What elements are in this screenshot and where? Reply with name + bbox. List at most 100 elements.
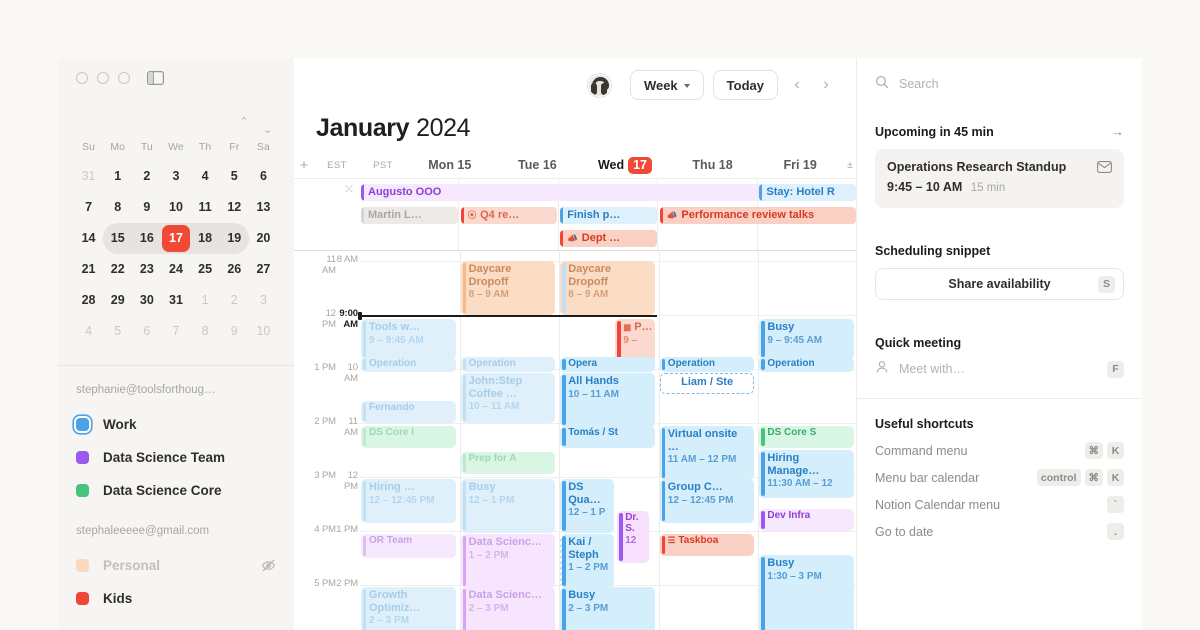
mini-cal-day[interactable]: 25 (198, 262, 213, 276)
all-day-event[interactable]: ⦿ Q4 re… (460, 207, 558, 224)
calendar-event[interactable]: Daycare Dropoff 8 – 9 AM (460, 261, 556, 315)
calendar-color-swatch[interactable] (76, 451, 89, 464)
mini-cal-day[interactable]: 1 (114, 169, 122, 183)
all-day-event[interactable]: Stay: Hotel R (759, 184, 856, 201)
calendar-event[interactable]: Tools w… 9 – 9:45 AM (361, 319, 456, 359)
view-selector-button[interactable]: Week (629, 70, 704, 100)
sidebar-panel-icon[interactable] (147, 71, 164, 85)
sidebar-item-calendar[interactable]: Data Science Core (76, 474, 276, 507)
mini-cal-day[interactable]: 22 (110, 262, 125, 276)
previous-week-button[interactable]: ‹ (794, 76, 800, 93)
calendar-event[interactable]: Virtual onsite … 11 AM – 12 PM (659, 426, 755, 480)
calendar-event[interactable]: Busy 2 – 3 PM (560, 587, 655, 630)
day-header-thu[interactable]: Thu 18 (692, 158, 733, 172)
collapse-rows-icon[interactable]: ⤫ (345, 184, 353, 195)
calendar-event[interactable]: Group C… 12 – 12:45 PM (659, 479, 755, 523)
mini-cal-day[interactable]: 7 (172, 324, 180, 338)
mini-cal-day[interactable]: 1 (201, 293, 209, 307)
calendar-event[interactable]: Fernando (361, 401, 456, 423)
calendar-event[interactable]: Dev Infra (759, 509, 854, 531)
arrow-right-icon[interactable]: → (1111, 124, 1124, 139)
close-button[interactable] (76, 72, 88, 84)
calendar-event[interactable]: Data Scienc… 2 – 3 PM (460, 587, 556, 630)
sidebar-item-calendar[interactable]: Kids (76, 582, 276, 615)
day-header-fri[interactable]: Fri 19 (783, 158, 817, 172)
calendar-event[interactable]: Operation (460, 357, 556, 372)
mini-cal-day[interactable]: 7 (85, 200, 93, 214)
day-header-mon[interactable]: Mon 15 (428, 158, 472, 172)
next-week-button[interactable]: › (823, 76, 829, 93)
mini-cal-day[interactable]: 31 (81, 169, 96, 183)
mini-cal-day[interactable]: 4 (85, 324, 93, 338)
mini-cal-day[interactable]: 6 (143, 324, 151, 338)
mini-cal-day[interactable]: 17 (161, 223, 191, 254)
mini-cal-day[interactable]: 2 (230, 293, 238, 307)
envelope-icon[interactable] (1097, 160, 1112, 178)
calendar-event[interactable]: DS Core I (361, 426, 456, 448)
calendar-color-swatch[interactable] (76, 592, 89, 605)
calendar-event[interactable]: Busy 9 – 9:45 AM (759, 319, 854, 359)
calendar-color-swatch[interactable] (76, 484, 89, 497)
calendar-event[interactable]: ▦ P… 9 – (615, 319, 656, 363)
calendar-event[interactable]: John:Step Coffee … 10 – 11 AM (460, 373, 556, 423)
calendar-event[interactable]: Opera (560, 357, 655, 372)
mini-cal-day[interactable]: 3 (259, 293, 267, 307)
calendar-event[interactable]: Kai / Steph 1 – 2 PM (560, 534, 615, 588)
mini-cal-day[interactable]: 8 (201, 324, 209, 338)
mini-cal-day[interactable]: 19 (219, 223, 249, 254)
calendar-event[interactable]: DS Qua… 12 – 1 P (560, 479, 615, 533)
mini-cal-day[interactable]: 5 (230, 169, 238, 183)
calendar-event[interactable]: Busy 12 – 1 PM (460, 479, 556, 533)
mini-cal-day[interactable]: 12 (227, 200, 242, 214)
mini-cal-day[interactable]: 21 (81, 262, 96, 276)
calendar-event[interactable]: Tomás / St (560, 426, 655, 448)
calendar-event[interactable]: Data Scienc… 1 – 2 PM (460, 534, 556, 588)
minimize-button[interactable] (97, 72, 109, 84)
calendar-event[interactable]: Busy 1:30 – 3 PM (759, 555, 854, 630)
calendar-event[interactable]: DS Core S (759, 426, 854, 448)
today-button[interactable]: Today (712, 70, 778, 100)
mini-cal-day[interactable]: 24 (169, 262, 183, 276)
mini-cal-day[interactable]: 26 (227, 262, 242, 276)
calendar-event[interactable]: OR Team (361, 534, 456, 558)
all-day-event[interactable]: Finish p… (560, 207, 657, 224)
all-day-event[interactable]: 📣 Performance review talks (659, 207, 856, 224)
mini-cal-day[interactable]: 10 (256, 324, 271, 338)
calendar-event[interactable]: Hiring … 12 – 12:45 PM (361, 479, 456, 523)
timezone-label-pst[interactable]: PST (373, 159, 393, 171)
calendar-event[interactable]: Liam / Ste (659, 373, 755, 394)
search-input[interactable]: Search (899, 77, 939, 91)
search-bar[interactable]: Search (857, 58, 1142, 110)
sidebar-item-calendar[interactable]: Personal (76, 549, 276, 582)
mini-cal-day[interactable]: 8 (114, 200, 122, 214)
mini-cal-day[interactable]: 2 (143, 169, 151, 183)
mini-cal-day[interactable]: 27 (256, 262, 271, 276)
calendar-event[interactable]: Growth Optimiz… 2 – 3 PM (361, 587, 456, 630)
mini-cal-day[interactable]: 3 (172, 169, 180, 183)
mini-cal-day[interactable]: 10 (169, 200, 183, 214)
day-header-tue[interactable]: Tue 16 (518, 158, 557, 172)
mini-cal-day[interactable]: 30 (139, 293, 154, 307)
sidebar-item-calendar[interactable]: Data Science Team (76, 441, 276, 474)
calendar-event[interactable]: Dr. S. 12 (617, 511, 650, 563)
mini-cal-day[interactable]: 5 (114, 324, 122, 338)
mini-cal-day[interactable]: 9 (230, 324, 238, 338)
pm-toggle-icon[interactable]: ± (847, 159, 853, 171)
mini-cal-day[interactable]: 20 (256, 231, 271, 245)
mini-cal-day[interactable]: 28 (81, 293, 96, 307)
mini-cal-day[interactable]: 15 (103, 223, 133, 254)
calendar-event[interactable]: Operation (759, 357, 854, 372)
user-avatar[interactable] (587, 73, 611, 97)
all-day-event[interactable]: 📣 Dept … (560, 230, 657, 247)
calendar-event[interactable]: ☰ Taskboa (659, 534, 755, 556)
mini-cal-day[interactable]: 18 (190, 223, 220, 254)
timezone-label-est[interactable]: EST (327, 159, 347, 171)
calendar-event[interactable]: Operation (659, 357, 755, 372)
add-calendar-button[interactable]: + (299, 156, 309, 174)
mini-cal-day[interactable]: 31 (169, 293, 183, 307)
all-day-event[interactable]: Martin L… (361, 207, 458, 224)
mini-cal-day[interactable]: 16 (132, 223, 162, 254)
calendar-event[interactable]: Prep for A (460, 452, 556, 474)
mini-cal-day[interactable]: 11 (198, 200, 212, 214)
mini-cal-day[interactable]: 6 (259, 169, 267, 183)
